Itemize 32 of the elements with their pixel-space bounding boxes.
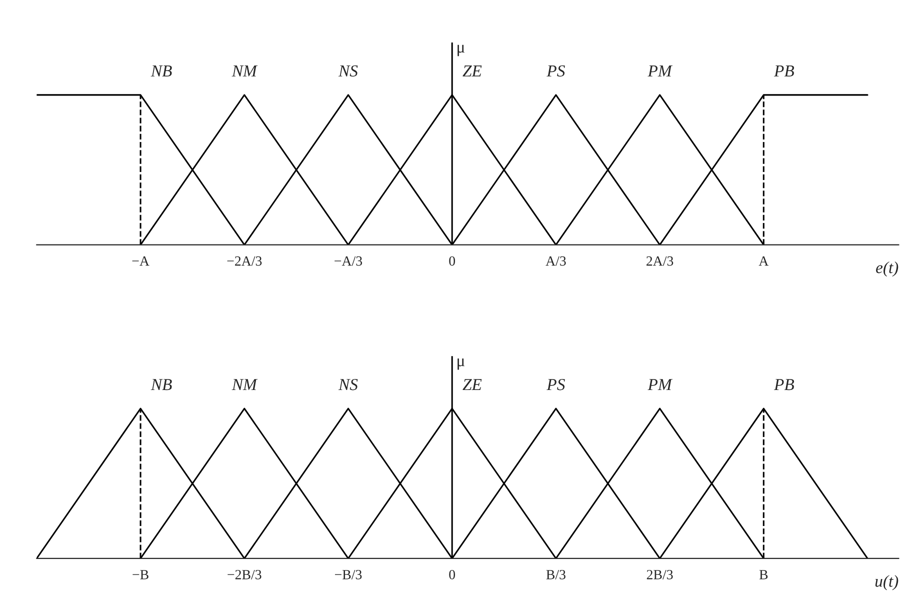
- series-label: NM: [232, 379, 258, 390]
- series-label: NS: [338, 378, 358, 390]
- x-tick-label: B/3: [546, 570, 566, 580]
- x-tick-label: −2A/3: [227, 256, 262, 266]
- series-label: NS: [338, 65, 358, 77]
- series-label: NB: [150, 379, 172, 390]
- x-tick-label: A/3: [546, 256, 566, 266]
- x-tick-label: 0: [449, 256, 456, 266]
- x-tick-label: −2B/3: [228, 570, 262, 580]
- series-label: PS: [546, 378, 565, 390]
- x-tick-label: −A/3: [334, 256, 362, 266]
- x-tick-label: 2A/3: [646, 256, 674, 266]
- y-axis-title: μ: [458, 44, 464, 56]
- series-label: PS: [546, 65, 565, 77]
- x-axis-title: u(t): [875, 575, 898, 590]
- x-tick-label: −B: [132, 570, 148, 580]
- x-tick-label: −A: [132, 256, 150, 266]
- x-tick-label: −B/3: [334, 570, 362, 580]
- x-tick-label: 0: [449, 570, 456, 580]
- series-label: PB: [774, 379, 794, 390]
- series-label: PB: [774, 65, 794, 76]
- series-label: PM: [648, 379, 673, 390]
- series-label: ZE: [462, 65, 482, 76]
- x-tick-label: B: [759, 570, 768, 580]
- x-tick-label: A: [758, 256, 769, 266]
- x-axis-title: e(t): [876, 261, 898, 277]
- series-label: ZE: [462, 379, 482, 390]
- series-label: NB: [150, 65, 172, 76]
- series-label: PM: [648, 65, 673, 76]
- y-axis-title: μ: [458, 358, 464, 370]
- x-tick-label: 2B/3: [646, 570, 673, 580]
- series-label: NM: [232, 65, 258, 76]
